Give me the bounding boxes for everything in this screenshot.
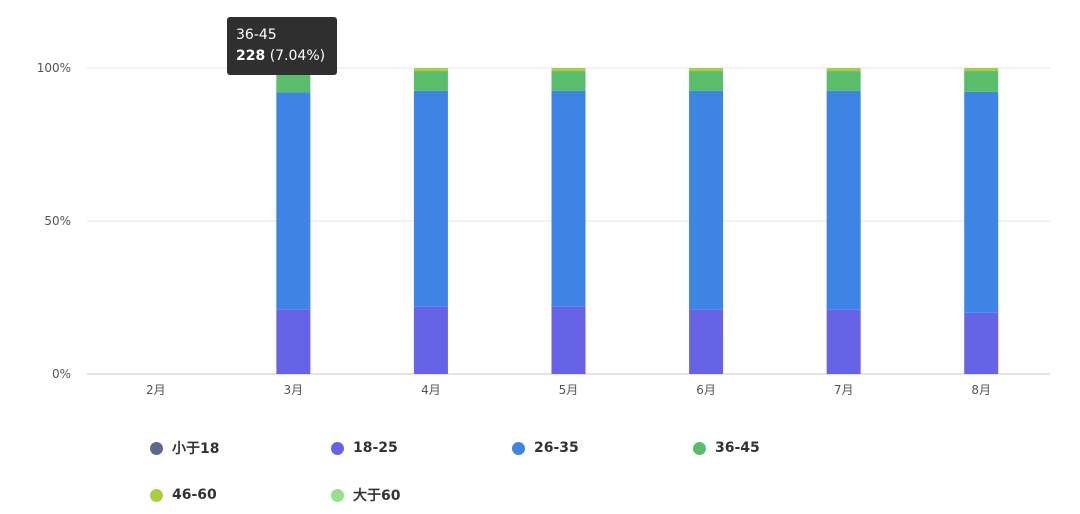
x-tick-label: 6月	[696, 383, 716, 397]
legend-label: 46-60	[172, 487, 217, 503]
bars	[276, 68, 999, 374]
bar-segment[interactable]	[826, 71, 861, 91]
y-tick-label: 100%	[37, 61, 71, 75]
bar-segment[interactable]	[413, 68, 448, 72]
legend-dot-icon	[331, 488, 344, 502]
tooltip-percent: (7.04%)	[269, 48, 326, 64]
tooltip: 36-45 228 (7.04%)	[227, 17, 337, 75]
legend-label: 36-45	[715, 440, 760, 456]
tooltip-body: 228 (7.04%)	[236, 46, 328, 67]
bar-segment[interactable]	[551, 306, 586, 374]
legend-item[interactable]: 小于18	[150, 438, 331, 458]
tooltip-value: 228	[236, 48, 266, 64]
bar-segment[interactable]	[826, 90, 861, 310]
x-tick-label: 2月	[146, 383, 166, 397]
legend-item[interactable]: 18-25	[331, 438, 512, 458]
y-tick-label: 50%	[44, 214, 71, 228]
bar-segment[interactable]	[551, 90, 586, 307]
bar-segment[interactable]	[964, 91, 999, 313]
legend-item[interactable]: 26-35	[512, 438, 693, 458]
legend-label: 26-35	[534, 440, 579, 456]
bar-segment[interactable]	[551, 71, 586, 91]
legend-label: 18-25	[353, 440, 398, 456]
bar-segment[interactable]	[964, 68, 999, 72]
bar-segment[interactable]	[826, 309, 861, 374]
legend-dot-icon	[512, 441, 525, 455]
y-axis: 0% 50% 100%	[37, 61, 71, 381]
legend-label: 小于18	[172, 441, 220, 457]
legend: 小于18 18-25 26-35 36-45 46-60 大于60	[150, 438, 1050, 505]
x-tick-label: 5月	[559, 383, 579, 397]
x-tick-label: 3月	[284, 383, 304, 397]
legend-item[interactable]: 大于60	[331, 485, 512, 505]
bar-segment[interactable]	[276, 309, 311, 374]
tooltip-series: 36-45	[236, 27, 277, 43]
bar-segment[interactable]	[689, 90, 724, 310]
bar-segment[interactable]	[276, 70, 311, 93]
bar-segment[interactable]	[689, 68, 724, 72]
bar-segment[interactable]	[413, 90, 448, 307]
legend-dot-icon	[331, 441, 344, 455]
bar-segment[interactable]	[964, 71, 999, 92]
legend-dot-icon	[693, 441, 706, 455]
legend-item[interactable]: 46-60	[150, 485, 331, 505]
bar-segment[interactable]	[964, 312, 999, 374]
x-tick-label: 8月	[971, 383, 991, 397]
bar-segment[interactable]	[276, 92, 311, 310]
x-axis: 2月 3月 4月 5月 6月 7月 8月	[146, 383, 991, 397]
bar-segment[interactable]	[689, 309, 724, 374]
stacked-bar-chart: 0% 50% 100% 2月 3月 4月 5月 6月 7月 8月	[37, 61, 1050, 397]
bar-segment[interactable]	[826, 68, 861, 72]
bar-segment[interactable]	[689, 71, 724, 91]
bar-segment[interactable]	[413, 71, 448, 91]
x-tick-label: 4月	[421, 383, 441, 397]
bar-segment[interactable]	[551, 68, 586, 72]
legend-label: 大于60	[353, 488, 401, 504]
legend-dot-icon	[150, 488, 163, 502]
bar-segment[interactable]	[413, 306, 448, 374]
legend-dot-icon	[150, 441, 163, 455]
legend-item[interactable]: 36-45	[693, 438, 874, 458]
y-tick-label: 0%	[52, 367, 71, 381]
x-tick-label: 7月	[834, 383, 854, 397]
